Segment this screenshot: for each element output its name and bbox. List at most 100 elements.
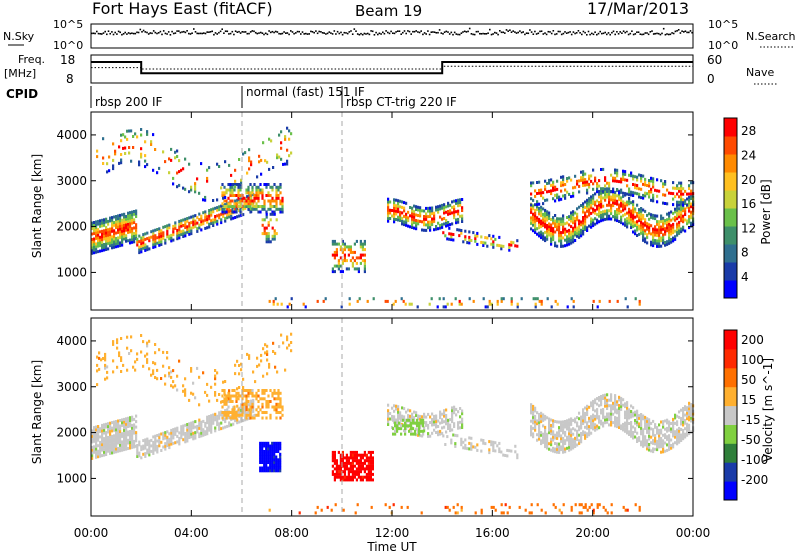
power-cell xyxy=(510,240,513,244)
power-cell xyxy=(222,214,225,218)
power-cell xyxy=(255,205,258,208)
velocity-cell xyxy=(182,438,185,442)
power-cell xyxy=(226,216,229,220)
velocity-cell xyxy=(454,442,457,446)
velocity-cell xyxy=(672,420,675,424)
power-cell xyxy=(409,214,412,218)
velocity-cell xyxy=(387,423,390,426)
power-cell xyxy=(239,185,242,189)
power-cell xyxy=(443,211,446,215)
velocity-cell xyxy=(125,439,128,443)
noise-point xyxy=(385,30,387,32)
power-cell xyxy=(443,208,446,212)
power-cell xyxy=(670,229,673,233)
power-cell xyxy=(534,189,537,193)
power-cell xyxy=(188,190,191,194)
power-cell xyxy=(408,302,411,306)
velocity-cell xyxy=(116,365,119,369)
velocity-cell xyxy=(99,427,102,431)
velocity-cell xyxy=(271,450,274,453)
velocity-cell xyxy=(107,430,110,434)
velocity-cell xyxy=(267,466,270,470)
power-cell xyxy=(275,185,278,189)
velocity-cell xyxy=(123,442,126,446)
power-cell xyxy=(335,264,338,268)
velocity-cell xyxy=(574,503,577,507)
power-cell xyxy=(530,227,533,231)
velocity-cell xyxy=(634,430,637,433)
power-cell xyxy=(624,178,627,182)
velocity-cell xyxy=(162,437,165,441)
velocity-cell xyxy=(119,424,122,428)
power-cell xyxy=(482,244,485,247)
power-cell xyxy=(269,207,272,211)
velocity-cell xyxy=(140,456,143,460)
velocity-cell xyxy=(624,402,627,406)
velocity-cell xyxy=(91,432,94,436)
power-cell xyxy=(636,175,639,179)
velocity-cell xyxy=(365,456,368,460)
velocity-cell xyxy=(113,448,116,452)
velocity-cell xyxy=(97,455,100,459)
velocity-cell xyxy=(622,422,625,426)
power-cell xyxy=(265,210,268,214)
velocity-cell xyxy=(255,413,258,417)
power-cell xyxy=(357,270,360,274)
power-cell xyxy=(560,239,563,243)
power-cell xyxy=(140,242,143,246)
velocity-cell xyxy=(212,419,215,422)
power-cell xyxy=(656,233,659,237)
power-cell xyxy=(690,210,693,214)
velocity-cell xyxy=(172,436,175,440)
power-cell xyxy=(275,196,278,200)
power-cell xyxy=(604,178,607,182)
power-cell xyxy=(588,182,591,186)
power-cell xyxy=(142,238,145,242)
velocity-cell xyxy=(216,371,219,375)
velocity-cell xyxy=(361,467,364,471)
power-cell xyxy=(590,179,593,183)
noise-point xyxy=(325,33,327,35)
power-cell xyxy=(117,222,120,226)
power-cell xyxy=(550,218,553,221)
velocity-cell xyxy=(112,340,115,344)
power-cell xyxy=(194,219,197,223)
power-cell xyxy=(220,218,223,222)
velocity-cell xyxy=(420,418,423,422)
power-cell xyxy=(216,206,219,210)
noise-point xyxy=(465,31,468,33)
velocity-cell xyxy=(590,420,593,424)
power-cell xyxy=(158,166,161,170)
velocity-cell xyxy=(371,456,374,460)
velocity-cell xyxy=(125,417,128,421)
power-cell xyxy=(101,243,104,247)
velocity-cell xyxy=(162,431,165,435)
velocity-cell xyxy=(490,440,493,444)
noise-point xyxy=(353,28,356,30)
power-cell xyxy=(652,241,655,245)
power-cell xyxy=(652,216,655,220)
power-cell xyxy=(429,220,432,224)
power-cell xyxy=(337,242,340,246)
velocity-cell xyxy=(117,438,120,442)
velocity-cell xyxy=(688,418,691,422)
velocity-cell xyxy=(279,444,282,448)
noise-point xyxy=(290,30,292,32)
power-cell xyxy=(598,192,601,196)
velocity-cell xyxy=(530,433,533,437)
velocity-cell xyxy=(367,478,370,482)
velocity-cell xyxy=(333,478,336,482)
velocity-cell xyxy=(610,511,613,515)
power-cell xyxy=(279,183,282,186)
power-cell xyxy=(218,213,221,217)
velocity-cell xyxy=(596,413,599,417)
power-cell xyxy=(439,226,442,230)
power-cell xyxy=(490,302,493,306)
power-cell xyxy=(628,218,631,222)
power-cell xyxy=(632,183,635,186)
velocity-cell xyxy=(263,450,266,453)
power-cell xyxy=(606,181,609,185)
velocity-cell xyxy=(225,402,228,406)
velocity-cell xyxy=(127,447,130,450)
power-cell xyxy=(107,228,110,232)
